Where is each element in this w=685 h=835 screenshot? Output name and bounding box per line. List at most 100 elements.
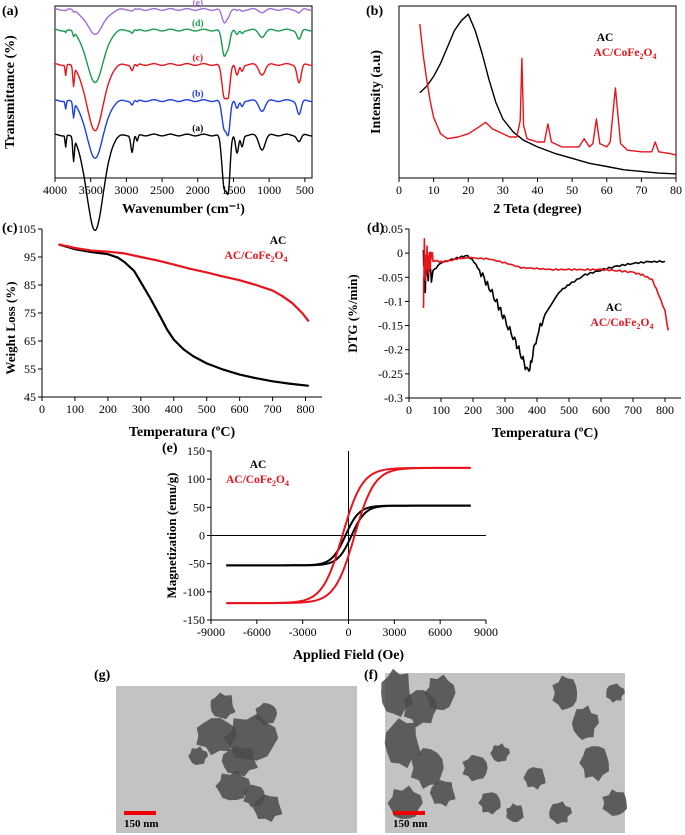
scale-bar (124, 811, 156, 815)
y-tick-label: -100 (183, 585, 205, 599)
tem-particle (215, 770, 251, 801)
x-tick-label: 1000 (257, 183, 281, 197)
panel-label-f: (f) (364, 668, 378, 683)
legend-ac: AC (270, 235, 287, 247)
x-tick-label: 3000 (382, 625, 406, 639)
panel-label-e: (e) (162, 441, 178, 456)
legend-ac: AC (606, 302, 623, 314)
tga-series-0 (58, 243, 309, 387)
y-tick-label: 75 (24, 306, 36, 320)
ftir-label-2: (c) (193, 52, 204, 63)
x-tick-label: 0 (396, 183, 402, 197)
y-tick-label: -0.05 (378, 270, 403, 284)
x-tick-label: 200 (464, 403, 482, 417)
y-axis-title: Intensity (a.u) (369, 50, 384, 134)
scale-bar-label: 150 nm (124, 818, 159, 830)
x-axis-title: Applied Field (Oe) (293, 648, 405, 663)
tem-particle (210, 692, 236, 720)
tem-particle (188, 746, 208, 766)
ftir-series-4 (54, 7, 312, 35)
x-tick-label: 500 (296, 183, 314, 197)
tem-image-g: 150 nm (116, 686, 357, 833)
chart-a-ftir: 4000 3500 3000 2500 2000 1500 1000 500Wavenumbe… (3, 0, 314, 232)
tem-particle (462, 754, 488, 782)
x-tick-label: 9000 (474, 625, 498, 639)
x-tick-label: 700 (264, 402, 282, 416)
x-tick-label: 20 (462, 183, 474, 197)
tem-particle (552, 675, 578, 711)
y-tick-label: -0.3 (384, 391, 403, 405)
tem-particle (579, 746, 609, 782)
ftir-label-0: (a) (192, 123, 203, 134)
ftir-series-1 (54, 98, 313, 159)
y-axis-title: Magnetization (emu/g) (164, 472, 179, 598)
x-tick-label: 2500 (150, 183, 174, 197)
plot-frame (398, 5, 677, 179)
scale-bar (393, 811, 425, 815)
x-tick-label: 0 (406, 403, 412, 417)
panel-label-d: (d) (367, 221, 384, 236)
tem-particle (571, 705, 599, 740)
tem-particle (549, 801, 572, 825)
y-tick-label: -0.25 (378, 367, 403, 381)
y-tick-label: 45 (24, 390, 36, 404)
y-tick-label: 150 (187, 444, 205, 458)
y-tick-label: 85 (24, 278, 36, 292)
x-tick-label: 800 (297, 402, 315, 416)
x-tick-label: 2000 (186, 183, 210, 197)
x-tick-label: 400 (528, 403, 546, 417)
x-tick-label: 500 (198, 402, 216, 416)
chart-d-dtg: 0 100 200 300 400 500 600 700 800 0.05 0 -0.05 -0.1 -… (345, 222, 681, 441)
legend-accofe: AC/CoFe2O4 (594, 47, 657, 61)
x-axis-title: Wavenumber (cm⁻¹) (122, 202, 245, 217)
tem-particle (606, 683, 625, 703)
y-tick-label: 55 (24, 362, 36, 376)
tem-particle (506, 803, 524, 823)
y-tick-label: -0.15 (378, 319, 403, 333)
ftir-series-3 (55, 28, 312, 84)
y-tick-label: 0.05 (382, 222, 403, 236)
dtg-series-1 (422, 237, 669, 331)
x-axis-title: Temperatura (ºC) (492, 426, 599, 441)
x-axis-title: Temperatura (ºC) (129, 425, 236, 440)
y-tick-label: 105 (18, 222, 36, 236)
x-tick-label: 100 (432, 403, 450, 417)
tem-particle (243, 784, 265, 808)
panel-label-a: (a) (2, 4, 19, 19)
chart-c-tga: 0 100 200 300 400 500 600 700 800 45 55 65 75 85 95 105… (3, 222, 322, 440)
x-tick-label: 700 (624, 403, 642, 417)
chart-e-vsm: 150 100 50 0 -50 -100 -150-9000 -6000 -3000 0 3000… (164, 444, 498, 663)
vsm-branch-down-1 (226, 466, 471, 605)
x-tick-label: -9000 (197, 625, 225, 639)
legend-accofe: AC/CoFe2O4 (225, 250, 288, 264)
y-tick-label: -0.1 (384, 294, 403, 308)
tem-image-f: 150 nm (381, 668, 627, 833)
tem-particle (478, 792, 501, 815)
legend-ac: AC (597, 32, 614, 44)
x-tick-label: 3500 (79, 183, 103, 197)
x-tick-label: 30 (497, 183, 509, 197)
y-tick-label: 65 (24, 334, 36, 348)
tem-particle (387, 785, 423, 819)
tem-particle (602, 789, 627, 816)
x-tick-label: 60 (601, 183, 613, 197)
x-tick-label: 600 (592, 403, 610, 417)
x-tick-label: 40 (532, 183, 544, 197)
ftir-series-0 (54, 133, 313, 232)
tem-particle (410, 748, 444, 789)
x-tick-label: -3000 (289, 625, 317, 639)
x-tick-label: 0 (346, 625, 352, 639)
x-tick-label: 400 (165, 402, 183, 416)
x-tick-label: 300 (496, 403, 514, 417)
y-axis-title: Transmittance (%) (3, 35, 18, 149)
x-tick-label: 500 (560, 403, 578, 417)
x-tick-label: 3000 (114, 183, 138, 197)
legend-accofe: AC/CoFe2O4 (591, 317, 654, 331)
y-tick-label: 95 (24, 250, 36, 264)
y-tick-label: 100 (187, 472, 205, 486)
x-tick-label: 0 (39, 402, 45, 416)
tem-particle (196, 718, 237, 756)
x-tick-label: 80 (670, 183, 682, 197)
y-tick-label: 0 (199, 529, 205, 543)
